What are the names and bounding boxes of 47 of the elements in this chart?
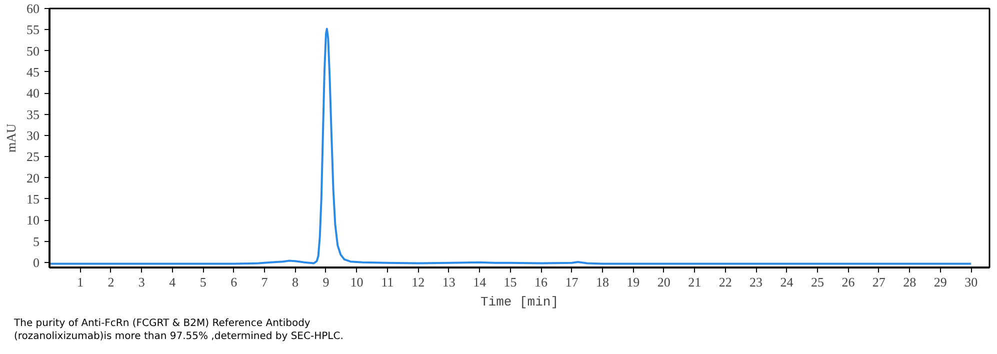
x-tick-label: 7 (261, 274, 268, 290)
x-tick-label: 6 (230, 274, 238, 290)
x-tick-label: 30 (964, 274, 978, 290)
y-axis-title: mAU (4, 122, 18, 152)
y-tick-label: 0 (33, 254, 40, 270)
x-tick-label: 16 (534, 274, 548, 290)
y-tick-label: 5 (33, 234, 40, 249)
y-tick-label: 60 (26, 1, 40, 16)
x-tick-label: 12 (412, 274, 425, 290)
x-tick-label: 11 (381, 274, 394, 290)
line-series (50, 28, 972, 265)
x-tick-label: 21 (688, 274, 702, 290)
y-tick-label: 20 (26, 170, 40, 186)
x-tick-label: 3 (138, 274, 145, 290)
y-tick-label: 30 (26, 128, 40, 143)
x-tick-label: 2 (108, 274, 114, 290)
x-tick-label: 28 (903, 274, 916, 290)
x-tick-label: 23 (750, 274, 763, 290)
x-tick-label: 9 (322, 274, 330, 290)
x-tick-label: 27 (872, 274, 886, 290)
y-tick-label: 45 (26, 64, 40, 80)
x-tick-label: 15 (504, 274, 517, 290)
x-tick-label: 26 (842, 274, 856, 290)
y-tick-label: 35 (26, 106, 40, 122)
y-tick-label: 55 (26, 22, 40, 38)
x-tick-label: 17 (565, 274, 579, 290)
x-tick-label: 25 (810, 274, 824, 290)
y-tick-label: 50 (26, 43, 40, 58)
y-tick-label: 10 (26, 212, 40, 228)
y-tick-label: 40 (26, 86, 40, 101)
x-tick-label: 29 (934, 274, 947, 290)
x-axis-title: Time [min] (480, 294, 559, 310)
y-tick-label: 15 (26, 191, 40, 206)
x-tick-label: 19 (626, 274, 640, 290)
x-tick-label: 4 (169, 274, 176, 290)
text: The purity of Anti-FcRn (FCGRT & B2M) Reference Antibody (rozanolixizumab)is more than 97.55% ,determined by SEC-HPLC. (14, 317, 344, 343)
x-tick-label: 1 (76, 274, 84, 290)
x-tick-label: 18 (596, 274, 609, 290)
x-tick-label: 20 (657, 274, 670, 290)
x-tick-label: 22 (718, 274, 732, 290)
y-tick-label: 25 (26, 149, 40, 164)
x-tick-label: 5 (200, 274, 206, 290)
x-tick-label: 14 (473, 274, 487, 290)
x-tick-label: 13 (442, 274, 456, 290)
x-tick-label: 10 (350, 274, 364, 290)
x-tick-label: 24 (780, 274, 794, 290)
x-tick-label: 8 (292, 274, 298, 290)
